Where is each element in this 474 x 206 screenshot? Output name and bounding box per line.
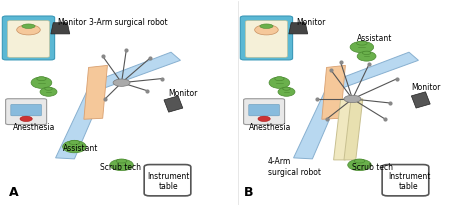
Text: Scrub tech: Scrub tech [100,163,141,172]
FancyBboxPatch shape [249,104,279,116]
Ellipse shape [69,140,80,145]
Ellipse shape [40,87,57,96]
Text: 3-Arm surgical robot: 3-Arm surgical robot [89,18,167,27]
Text: Anesthesia: Anesthesia [13,123,55,132]
Polygon shape [164,96,183,112]
FancyBboxPatch shape [240,16,292,60]
Text: 4-Arm
surgical robot: 4-Arm surgical robot [268,157,320,177]
Polygon shape [55,52,181,159]
Polygon shape [293,52,419,159]
Circle shape [258,116,270,122]
Text: Monitor: Monitor [169,89,198,98]
FancyBboxPatch shape [144,165,191,196]
Ellipse shape [278,87,295,96]
Text: A: A [9,186,18,199]
Ellipse shape [110,159,133,171]
Text: Assistant: Assistant [357,34,392,43]
Ellipse shape [350,41,374,53]
Ellipse shape [357,51,376,61]
Text: Scrub tech: Scrub tech [353,163,393,172]
Text: Monitor: Monitor [57,18,86,27]
Ellipse shape [260,24,273,28]
Circle shape [113,79,130,86]
Circle shape [20,116,32,122]
Text: Instrument
table: Instrument table [388,172,430,191]
Ellipse shape [362,51,371,55]
Ellipse shape [354,159,365,163]
Ellipse shape [356,41,367,45]
Text: Monitor: Monitor [411,83,441,92]
Circle shape [344,95,361,103]
Text: Monitor: Monitor [296,18,325,27]
Ellipse shape [22,24,35,28]
Polygon shape [344,99,363,160]
FancyBboxPatch shape [244,99,284,125]
Text: Instrument
table: Instrument table [147,172,190,191]
FancyBboxPatch shape [6,99,46,125]
Ellipse shape [31,77,52,88]
Ellipse shape [63,141,86,153]
FancyBboxPatch shape [11,104,41,116]
FancyBboxPatch shape [382,165,429,196]
Ellipse shape [275,77,284,81]
Text: Assistant: Assistant [63,144,98,153]
Circle shape [17,25,40,35]
Ellipse shape [37,77,46,81]
Text: Anesthesia: Anesthesia [249,123,291,132]
FancyBboxPatch shape [2,16,55,60]
FancyBboxPatch shape [246,21,287,57]
Polygon shape [289,23,308,34]
Ellipse shape [269,77,290,88]
Ellipse shape [283,87,290,90]
Polygon shape [334,99,353,160]
Ellipse shape [348,159,371,171]
Polygon shape [84,65,108,119]
Circle shape [255,25,278,35]
Text: B: B [244,186,254,199]
Ellipse shape [45,87,52,90]
Polygon shape [51,23,70,34]
Ellipse shape [116,159,127,163]
FancyBboxPatch shape [8,21,49,57]
Polygon shape [322,65,346,119]
Polygon shape [411,92,430,108]
